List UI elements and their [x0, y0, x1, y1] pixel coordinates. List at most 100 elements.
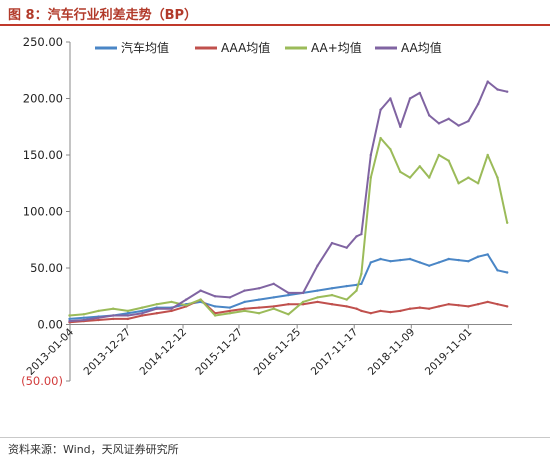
data-point: [379, 309, 382, 313]
data-point: [506, 90, 509, 93]
data-point: [82, 316, 86, 319]
data-point: [389, 97, 392, 100]
data-point: [112, 317, 115, 321]
legend-item: AA均值: [375, 40, 442, 55]
x-tick-label: 2019-11-01: [423, 326, 475, 378]
y-tick-label: 200.00: [23, 92, 63, 106]
data-point: [243, 307, 246, 310]
data-point: [68, 314, 71, 317]
y-tick-label: 250.00: [23, 35, 63, 49]
data-point: [447, 117, 450, 121]
x-tick-label: 2017-11-17: [309, 326, 361, 378]
data-point: [345, 284, 348, 288]
data-point: [316, 296, 319, 299]
data-point: [369, 176, 372, 179]
source-note: 资料来源：Wind，天风证券研究所: [8, 443, 179, 456]
footer-rule: [0, 437, 550, 438]
data-point: [228, 312, 232, 315]
data-point: [360, 309, 363, 313]
data-point: [330, 303, 334, 306]
data-point: [301, 300, 305, 304]
data-point: [457, 124, 460, 127]
data-point: [112, 307, 115, 310]
data-point: [287, 303, 290, 306]
data-point: [428, 307, 431, 310]
data-point: [399, 170, 402, 174]
data-point: [316, 300, 319, 304]
data-point: [287, 291, 290, 295]
data-point: [213, 295, 217, 298]
data-point: [82, 313, 86, 316]
legend-label: AA均值: [401, 40, 442, 55]
data-point: [126, 317, 130, 321]
data-point: [355, 289, 358, 292]
x-tick-label: 2013-01-04: [24, 326, 76, 378]
data-point: [126, 309, 130, 313]
data-point: [155, 303, 158, 306]
x-tick-label: 2014-12-12: [137, 326, 189, 378]
series-line: [69, 137, 509, 317]
data-point: [345, 305, 348, 308]
data-point: [379, 108, 382, 112]
data-point: [272, 305, 275, 308]
title-rule: [0, 24, 550, 26]
data-point: [476, 303, 480, 306]
x-tick-label: 2013-12-27: [82, 326, 134, 378]
data-point: [486, 80, 489, 83]
line-chart: (50.00) 0.00 50.00 100.00 150.00 200.00 250.00…: [21, 35, 512, 388]
data-point: [199, 298, 202, 301]
data-point: [68, 317, 71, 321]
data-point: [199, 289, 202, 292]
legend-label: AA+均值: [311, 40, 362, 55]
y-tick-label: 100.00: [23, 205, 63, 219]
data-point: [330, 287, 334, 290]
data-point: [345, 298, 348, 301]
data-point: [437, 261, 441, 264]
data-point: [418, 165, 421, 168]
data-point: [447, 159, 450, 162]
data-point: [457, 258, 460, 262]
data-point: [496, 176, 499, 179]
data-point: [257, 312, 261, 315]
data-point: [155, 307, 158, 310]
data-point: [243, 289, 246, 292]
data-point: [330, 241, 334, 245]
data-point: [467, 260, 470, 263]
data-point: [486, 153, 489, 157]
data-point: [428, 114, 431, 117]
data-point: [486, 300, 489, 304]
data-point: [287, 293, 290, 297]
data-point: [126, 312, 130, 315]
data-point: [418, 91, 421, 95]
y-tick-label: 0.00: [37, 318, 63, 332]
data-point: [408, 307, 412, 310]
data-point: [243, 309, 246, 313]
data-point: [141, 306, 144, 309]
data-point: [272, 307, 275, 310]
data-point: [112, 314, 115, 317]
data-point: [355, 235, 358, 238]
y-tick-label: 150.00: [23, 148, 63, 162]
data-point: [360, 282, 363, 285]
series-line: [69, 80, 508, 323]
data-point: [389, 148, 392, 151]
data-point: [243, 300, 246, 304]
data-point: [272, 296, 275, 299]
x-tick-label: 2015-11-27: [193, 326, 245, 378]
data-point: [447, 257, 450, 261]
data-point: [97, 309, 100, 313]
data-point: [155, 312, 158, 315]
data-point: [68, 319, 71, 323]
data-point: [141, 309, 144, 313]
data-point: [506, 271, 509, 274]
data-point: [287, 313, 290, 316]
data-point: [141, 312, 144, 315]
series-line: [69, 298, 508, 324]
data-point: [316, 289, 319, 292]
data-point: [185, 304, 188, 307]
data-point: [170, 309, 173, 313]
data-point: [418, 306, 421, 309]
data-point: [408, 97, 412, 100]
data-point: [228, 309, 232, 313]
x-tick-label: 2018-11-09: [366, 326, 418, 378]
